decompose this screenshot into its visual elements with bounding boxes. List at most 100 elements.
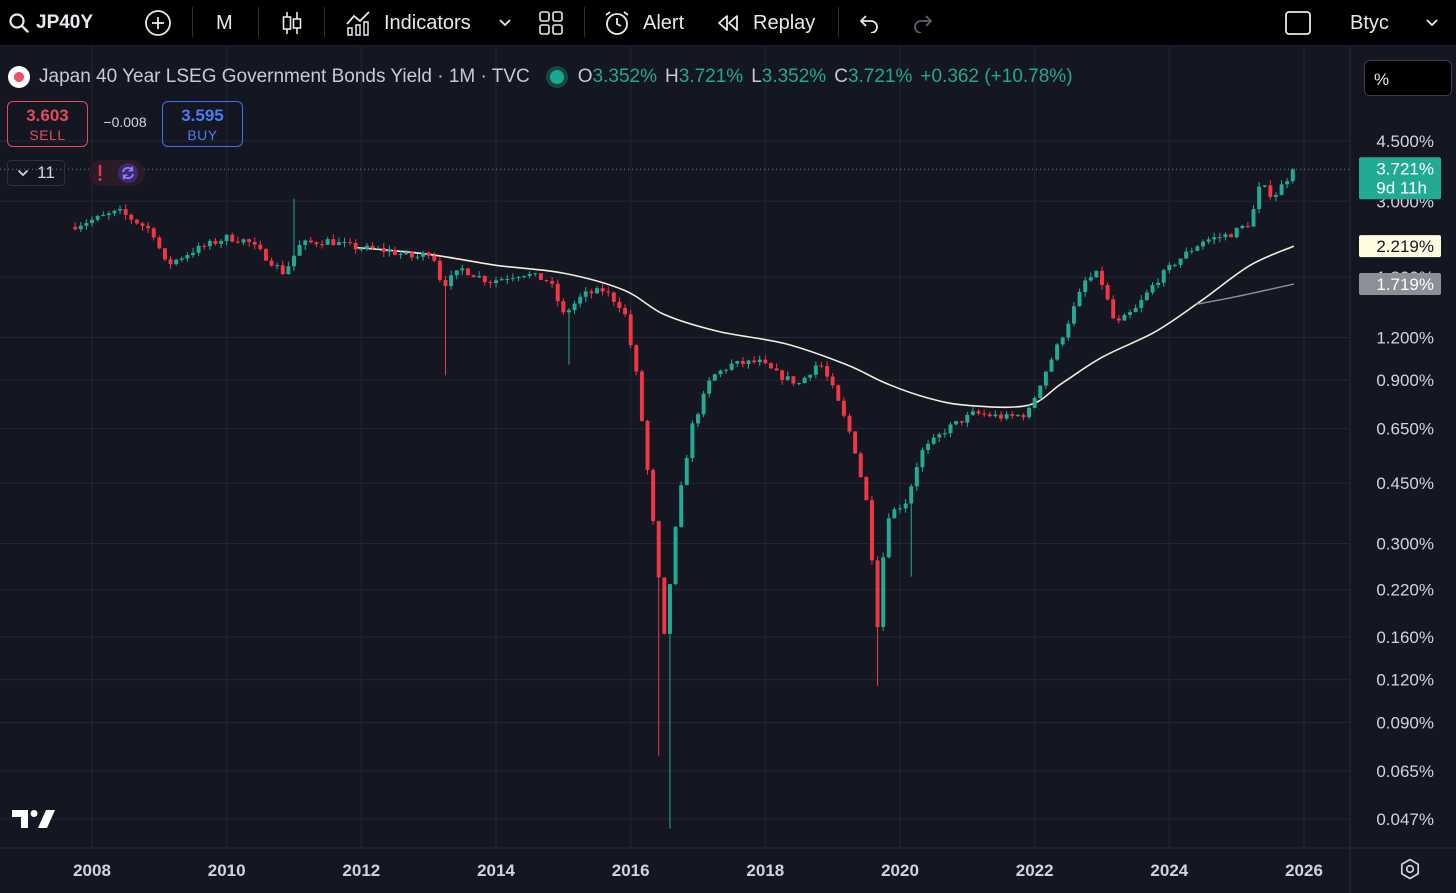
candle-body: [1032, 397, 1037, 408]
time-tick-label: 2014: [477, 861, 515, 880]
candle-body: [398, 254, 403, 256]
chevron-down-icon: [18, 169, 29, 177]
undo-button[interactable]: [857, 0, 881, 46]
sell-button[interactable]: 3.603 SELL: [7, 101, 88, 147]
market-status-icon[interactable]: [549, 70, 564, 84]
candle-body: [808, 374, 813, 378]
candle-body: [948, 424, 953, 434]
candle-body: [1071, 306, 1076, 324]
candle-body: [308, 240, 313, 243]
legend-high-value: 3.721%: [678, 66, 744, 87]
price-tick-label: 0.090%: [1376, 713, 1434, 732]
candle-body: [1184, 251, 1189, 259]
candle-body: [718, 370, 723, 375]
spread-value: −0.008: [103, 114, 147, 130]
time-tick-label: 2020: [881, 861, 919, 880]
alert-button[interactable]: Alert: [603, 0, 684, 46]
candle-body: [982, 413, 987, 415]
replay-button[interactable]: Replay: [716, 0, 815, 46]
candle-body: [129, 214, 134, 220]
layouts-button[interactable]: [538, 0, 564, 46]
indicator-status-badge[interactable]: [89, 160, 145, 186]
candle-body: [802, 377, 807, 384]
settings-gear-icon[interactable]: [1399, 858, 1421, 880]
time-tick-label: 2012: [342, 861, 380, 880]
candle-body: [191, 252, 195, 256]
candle-body: [976, 411, 981, 414]
candle-body: [73, 226, 78, 230]
toolbar-divider: [584, 7, 585, 37]
candle-body: [797, 383, 801, 385]
symbol-search-button[interactable]: JP40Y: [8, 0, 93, 46]
candle-body: [106, 213, 111, 215]
candle-body: [224, 234, 229, 242]
candle-body: [937, 434, 942, 438]
price-axis[interactable]: 4.500%3.000%1.800%1.200%0.900%0.650%0.45…: [1376, 132, 1434, 829]
price-chart[interactable]: 4.500%3.000%1.800%1.200%0.900%0.650%0.45…: [0, 46, 1456, 893]
buy-button[interactable]: 3.595 BUY: [162, 101, 243, 147]
legend-open-value: 3.352%: [592, 66, 657, 87]
candle-body: [1223, 234, 1228, 238]
indicators-dropdown[interactable]: [498, 0, 512, 46]
symbol-legend: Japan 40 Year LSEG Government Bonds Yiel…: [8, 64, 1081, 90]
plus-circle-icon: [145, 10, 171, 36]
refresh-icon: [117, 163, 138, 183]
candle-body: [409, 252, 414, 258]
candle-body: [707, 380, 712, 394]
candle-body: [1285, 181, 1290, 185]
candle-body: [1201, 241, 1205, 247]
toolbar-divider: [258, 7, 259, 37]
candle-body: [1100, 270, 1104, 286]
indicators-toggle[interactable]: 11: [7, 160, 65, 186]
redo-button[interactable]: [911, 0, 935, 46]
candle-body: [1240, 225, 1245, 228]
candle-body: [780, 370, 785, 380]
moving-averages: [354, 245, 1295, 409]
candle-body: [566, 310, 571, 313]
chevron-down-icon: [1426, 19, 1438, 27]
price-label-ma_long: [1359, 235, 1441, 258]
candle-body: [247, 239, 252, 242]
candle-body: [230, 234, 235, 242]
indicators-button[interactable]: Indicators: [345, 0, 471, 46]
candle-body: [729, 363, 734, 370]
candle-body: [752, 360, 757, 363]
candle-body: [477, 276, 482, 278]
candle-body: [118, 209, 123, 211]
compare-symbol-button[interactable]: [144, 0, 172, 46]
candle-body: [634, 345, 639, 372]
scale-mode-label: %: [1374, 70, 1390, 89]
account-dropdown[interactable]: [1425, 0, 1439, 46]
candle-body: [864, 476, 869, 501]
candle-body: [157, 237, 162, 249]
rewind-icon: [718, 15, 738, 31]
account-label-button[interactable]: Btyc: [1350, 0, 1389, 46]
exclamation-icon: [98, 164, 101, 181]
candle-body: [926, 443, 931, 451]
candle-body: [628, 314, 633, 346]
candle-body: [505, 278, 510, 280]
candle-body: [280, 265, 285, 275]
legend-change-value: +0.362 (+10.78%): [920, 66, 1073, 87]
fullscreen-button[interactable]: [1284, 0, 1312, 46]
candle-body: [1195, 246, 1200, 251]
candle-body: [1189, 250, 1194, 252]
candle-body: [662, 577, 667, 634]
tradingview-logo[interactable]: [12, 806, 56, 832]
interval-button[interactable]: M: [216, 0, 233, 46]
candle-body: [836, 385, 841, 401]
time-tick-label: 2010: [208, 861, 246, 880]
candle-body: [134, 219, 139, 224]
candle-body: [196, 245, 201, 253]
candle-body: [1083, 280, 1088, 293]
chart-type-button[interactable]: [281, 0, 303, 46]
time-axis[interactable]: 2008 2010 2012 2014 2016 2018 2020 2022 2024 2026: [73, 861, 1323, 880]
candle-body: [1133, 307, 1138, 313]
price-tick-label: 0.900%: [1376, 371, 1434, 390]
candle-body: [656, 521, 661, 578]
candle-body: [174, 259, 179, 265]
scale-mode-button[interactable]: %: [1364, 60, 1452, 96]
indicators-label: Indicators: [384, 11, 471, 34]
candle-body: [701, 393, 706, 415]
legend-title[interactable]: Japan 40 Year LSEG Government Bonds Yiel…: [39, 66, 530, 87]
